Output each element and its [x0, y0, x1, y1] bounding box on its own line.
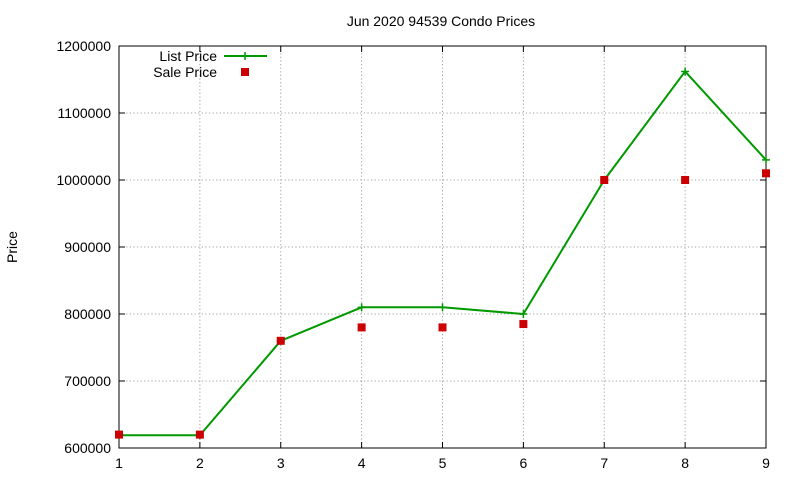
y-tick-label: 1100000 [58, 105, 112, 121]
legend-swatch-square [241, 68, 249, 76]
sale-price-point [438, 323, 447, 332]
series-layer [115, 67, 770, 440]
sale-price-point [195, 430, 204, 439]
axis-ticks: 1 2 3 4 5 6 7 8 9 600000 700000 800000 900000 1000000… [56, 38, 770, 471]
y-tick-label: 800000 [64, 306, 111, 322]
x-tick-label: 8 [681, 455, 689, 471]
legend-label: Sale Price [153, 64, 217, 80]
chart-title: Jun 2020 94539 Condo Prices [347, 13, 535, 29]
x-tick-label: 3 [277, 455, 285, 471]
list-price-point [357, 303, 366, 312]
y-axis-label: Price [4, 231, 20, 263]
x-tick-label: 2 [196, 455, 204, 471]
x-tick-label: 5 [439, 455, 447, 471]
list-price-point [519, 310, 528, 318]
x-tick-label: 1 [115, 455, 123, 471]
sale-price-point [762, 169, 770, 178]
y-tick-label: 600000 [64, 440, 111, 456]
x-tick-label: 9 [762, 455, 770, 471]
legend-label: List Price [159, 48, 217, 64]
list-price-point [438, 303, 447, 312]
y-tick-label: 1000000 [56, 172, 111, 188]
x-tick-label: 4 [358, 455, 366, 471]
sale-price-point [600, 176, 609, 184]
x-tick-label: 6 [519, 455, 527, 471]
y-tick-label: 900000 [64, 239, 111, 255]
sale-price-point [115, 430, 123, 439]
sale-price-point [276, 336, 285, 345]
sale-price-point [681, 176, 690, 184]
sale-price-point [357, 323, 366, 332]
grid [119, 46, 766, 448]
y-tick-label: 1200000 [56, 38, 111, 54]
list-price-point [762, 155, 770, 164]
plot-frame [118, 45, 767, 449]
y-tick-label: 700000 [64, 373, 111, 389]
sale-price-point [519, 320, 528, 329]
list-price-point [681, 67, 690, 76]
x-tick-label: 7 [600, 455, 608, 471]
